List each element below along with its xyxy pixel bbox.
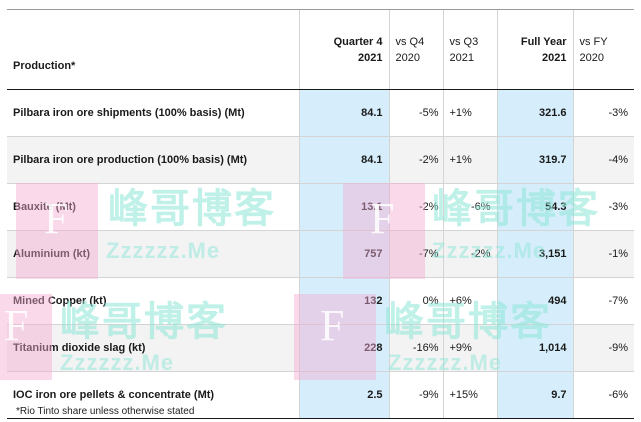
table-row: IOC iron ore pellets & concentrate (Mt) … <box>7 371 634 419</box>
cell-full-year: 9.7 <box>496 371 573 419</box>
production-table: Production* Quarter 4 2021 vs Q4 2020 vs… <box>7 9 634 419</box>
cell-vs-q4: -7% <box>388 230 443 278</box>
cell-vs-fy: -1% <box>572 230 634 278</box>
header-vs-q4-line1: vs Q4 <box>395 35 425 48</box>
header-vs-fy-line2: 2020 <box>579 51 604 64</box>
cell-full-year: 3,151 <box>496 230 573 278</box>
row-label: Aluminium (kt) <box>7 230 299 278</box>
cell-quarter-4: 132 <box>298 277 389 325</box>
header-vs-fy: vs FY 2020 <box>572 9 634 90</box>
cell-vs-q3: -2% <box>442 230 497 278</box>
cell-vs-q3: +15% <box>442 371 497 419</box>
row-label: Bauxite (Mt) <box>7 183 299 231</box>
cell-vs-q4: 0% <box>388 277 443 325</box>
cell-full-year: 321.6 <box>496 89 573 137</box>
cell-vs-q4: -2% <box>388 136 443 184</box>
table-row: Mined Copper (kt) 132 0% +6% 494 -7% <box>7 277 634 325</box>
cell-vs-fy: -3% <box>572 89 634 137</box>
header-vs-q3: vs Q3 2021 <box>442 9 497 90</box>
cell-vs-fy: -4% <box>572 136 634 184</box>
cell-quarter-4: 84.1 <box>298 89 389 137</box>
cell-full-year: 54.3 <box>496 183 573 231</box>
table-row: Aluminium (kt) 757 -7% -2% 3,151 -1% <box>7 230 634 278</box>
cell-vs-q4: -2% <box>388 183 443 231</box>
row-label: Pilbara iron ore shipments (100% basis) … <box>7 89 299 137</box>
cell-vs-q3: +1% <box>442 89 497 137</box>
header-full-year-line1: Full Year <box>520 35 567 48</box>
header-vs-q4-line2: 2020 <box>395 51 420 64</box>
cell-vs-q3: +1% <box>442 136 497 184</box>
table-row: Bauxite (Mt) 13.1 -2% -6% 54.3 -3% <box>7 183 634 231</box>
cell-full-year: 494 <box>496 277 573 325</box>
cell-vs-q3: +9% <box>442 324 497 372</box>
cell-vs-fy: -3% <box>572 183 634 231</box>
header-full-year: Full Year 2021 <box>496 9 573 90</box>
cell-full-year: 319.7 <box>496 136 573 184</box>
production-table-container: Production* Quarter 4 2021 vs Q4 2020 vs… <box>7 9 634 419</box>
cell-full-year: 1,014 <box>496 324 573 372</box>
cell-vs-q3: +6% <box>442 277 497 325</box>
header-vs-fy-line1: vs FY <box>579 35 608 48</box>
header-vs-q4: vs Q4 2020 <box>388 9 443 90</box>
cell-quarter-4: 757 <box>298 230 389 278</box>
cell-quarter-4: 228 <box>298 324 389 372</box>
header-production: Production* <box>7 9 299 90</box>
cell-vs-q4: -16% <box>388 324 443 372</box>
cell-quarter-4: 84.1 <box>298 136 389 184</box>
header-quarter-4-line2: 2021 <box>358 51 383 64</box>
header-vs-q3-line2: 2021 <box>449 51 474 64</box>
cell-vs-fy: -7% <box>572 277 634 325</box>
header-quarter-4-line1: Quarter 4 <box>333 35 383 48</box>
header-vs-q3-line1: vs Q3 <box>449 35 479 48</box>
cell-quarter-4: 13.1 <box>298 183 389 231</box>
row-label: Mined Copper (kt) <box>7 277 299 325</box>
header-full-year-line2: 2021 <box>542 51 567 64</box>
cell-vs-fy: -6% <box>572 371 634 419</box>
table-header-row: Production* Quarter 4 2021 vs Q4 2020 vs… <box>7 9 634 90</box>
table-row: Titanium dioxide slag (kt) 228 -16% +9% … <box>7 324 634 372</box>
table-row: Pilbara iron ore shipments (100% basis) … <box>7 89 634 137</box>
row-label: Pilbara iron ore production (100% basis)… <box>7 136 299 184</box>
cell-vs-fy: -9% <box>572 324 634 372</box>
cell-vs-q3: -6% <box>442 183 497 231</box>
footnote: *Rio Tinto share unless otherwise stated <box>16 406 195 417</box>
row-label: IOC iron ore pellets & concentrate (Mt) <box>7 371 299 419</box>
row-label: Titanium dioxide slag (kt) <box>7 324 299 372</box>
table-row: Pilbara iron ore production (100% basis)… <box>7 136 634 184</box>
header-quarter-4: Quarter 4 2021 <box>298 9 389 90</box>
cell-vs-q4: -5% <box>388 89 443 137</box>
cell-vs-q4: -9% <box>388 371 443 419</box>
cell-quarter-4: 2.5 <box>298 371 389 419</box>
